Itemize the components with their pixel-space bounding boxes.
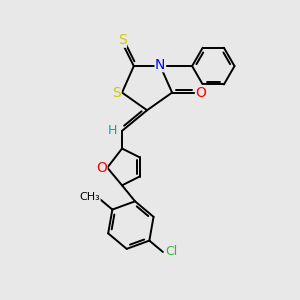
Text: O: O	[196, 85, 206, 100]
Text: N: N	[155, 58, 166, 72]
Text: O: O	[96, 161, 107, 175]
Text: Cl: Cl	[165, 245, 177, 259]
Text: H: H	[108, 124, 117, 137]
Text: CH₃: CH₃	[79, 192, 100, 202]
Text: S: S	[112, 85, 121, 100]
Text: S: S	[118, 33, 126, 47]
